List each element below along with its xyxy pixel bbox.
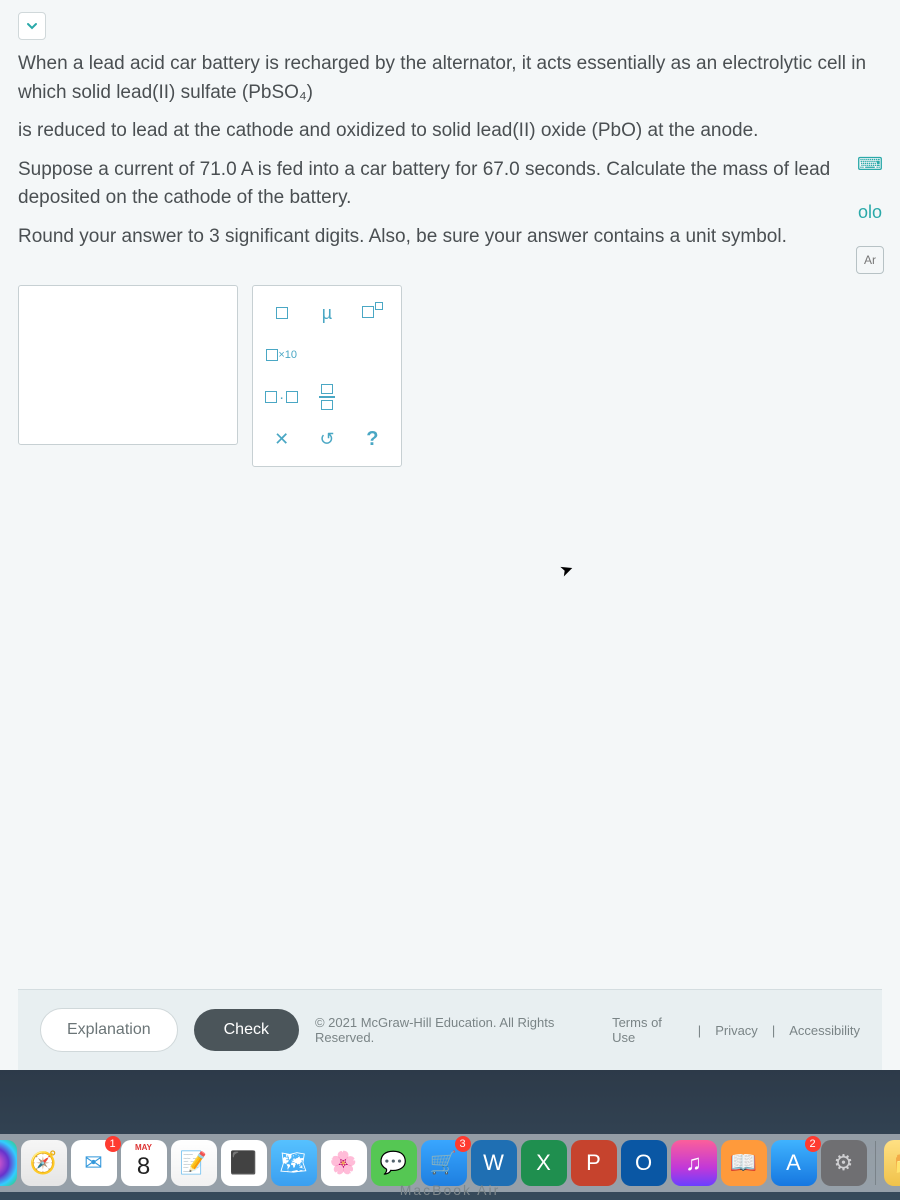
accessibility-link[interactable]: Accessibility <box>789 1023 860 1038</box>
dock-app-icon[interactable]: 🧭 <box>21 1140 67 1186</box>
dock-app-icon[interactable]: ♫ <box>671 1140 717 1186</box>
copyright-text: © 2021 McGraw-Hill Education. All Rights… <box>315 1015 598 1045</box>
explanation-button[interactable]: Explanation <box>40 1008 178 1052</box>
footer-bar: Explanation Check © 2021 McGraw-Hill Edu… <box>18 989 882 1070</box>
dock-app-icon[interactable]: 🌸 <box>321 1140 367 1186</box>
dock-app-icon[interactable]: ✉︎1 <box>71 1140 117 1186</box>
palette-superscript[interactable] <box>352 294 393 332</box>
palette-mu[interactable]: µ <box>306 294 347 332</box>
right-tool-strip: ⌨ olo Ar <box>856 150 884 274</box>
question-text: When a lead acid car battery is recharge… <box>18 50 882 261</box>
notification-badge: 2 <box>805 1136 821 1152</box>
check-button[interactable]: Check <box>194 1009 299 1051</box>
footer-links: © 2021 McGraw-Hill Education. All Rights… <box>315 1015 860 1045</box>
notification-badge: 3 <box>455 1136 471 1152</box>
q-line2b: at the anode. <box>648 120 759 141</box>
periodic-table-icon[interactable]: Ar <box>856 246 884 274</box>
dock-app-icon[interactable]: 💬 <box>371 1140 417 1186</box>
terms-link[interactable]: Terms of Use <box>612 1015 684 1045</box>
answer-input[interactable] <box>18 285 238 445</box>
answer-area: µ ×10 · ✕ ↺ ? <box>18 285 882 467</box>
palette-undo[interactable]: ↺ <box>306 420 347 458</box>
q-formula1: (PbSO₄) <box>242 82 313 103</box>
privacy-link[interactable]: Privacy <box>715 1023 758 1038</box>
desktop-strip: ☻🧭✉︎1MAY8📝⬛🗺🌸💬🛒3WXPO♫📖A2⚙︎📁🗑 MacBook Air <box>0 1070 900 1200</box>
palette-empty1 <box>306 336 347 374</box>
q-formula2: (PbO) <box>592 120 643 141</box>
dock-app-icon[interactable]: X <box>521 1140 567 1186</box>
dock-app-icon[interactable]: 📝 <box>171 1140 217 1186</box>
dock-app-icon[interactable]: 🛒3 <box>421 1140 467 1186</box>
q-line1a: When a lead acid car battery is recharge… <box>18 53 866 103</box>
dock-app-icon[interactable]: P <box>571 1140 617 1186</box>
symbol-palette: µ ×10 · ✕ ↺ ? <box>252 285 402 467</box>
chevron-down-icon <box>26 20 38 32</box>
q-line4: Round your answer to 3 significant digit… <box>18 223 882 252</box>
palette-empty3 <box>352 378 393 416</box>
question-panel: When a lead acid car battery is recharge… <box>0 0 900 1070</box>
palette-box[interactable] <box>261 294 302 332</box>
dock-app-icon[interactable]: W <box>471 1140 517 1186</box>
dock-app-icon[interactable]: ⚙︎ <box>821 1140 867 1186</box>
keyboard-icon[interactable]: ⌨ <box>856 150 884 178</box>
palette-help[interactable]: ? <box>352 420 393 458</box>
palette-fraction[interactable] <box>306 378 347 416</box>
dock-app-icon[interactable]: 📁 <box>884 1140 900 1186</box>
dock-app-icon[interactable]: ⬛ <box>221 1140 267 1186</box>
dock-app-icon[interactable]: 📖 <box>721 1140 767 1186</box>
q-line2a: is reduced to lead at the cathode and ox… <box>18 120 592 141</box>
dock-app-icon[interactable]: A2 <box>771 1140 817 1186</box>
dock-separator <box>875 1141 876 1185</box>
q-line3: Suppose a current of 71.0 A is fed into … <box>18 156 882 213</box>
dock-app-icon[interactable]: MAY8 <box>121 1140 167 1186</box>
highlighter-icon[interactable]: olo <box>856 198 884 226</box>
cursor-icon: ➤ <box>557 558 576 581</box>
dock-app-icon[interactable] <box>0 1140 17 1186</box>
palette-multiply-box[interactable]: · <box>261 378 302 416</box>
palette-x10[interactable]: ×10 <box>261 336 302 374</box>
notification-badge: 1 <box>105 1136 121 1152</box>
dock-app-icon[interactable]: 🗺 <box>271 1140 317 1186</box>
back-button[interactable] <box>18 12 46 40</box>
laptop-label: MacBook Air <box>400 1182 501 1198</box>
palette-empty2 <box>352 336 393 374</box>
dock-app-icon[interactable]: O <box>621 1140 667 1186</box>
palette-clear[interactable]: ✕ <box>261 420 302 458</box>
